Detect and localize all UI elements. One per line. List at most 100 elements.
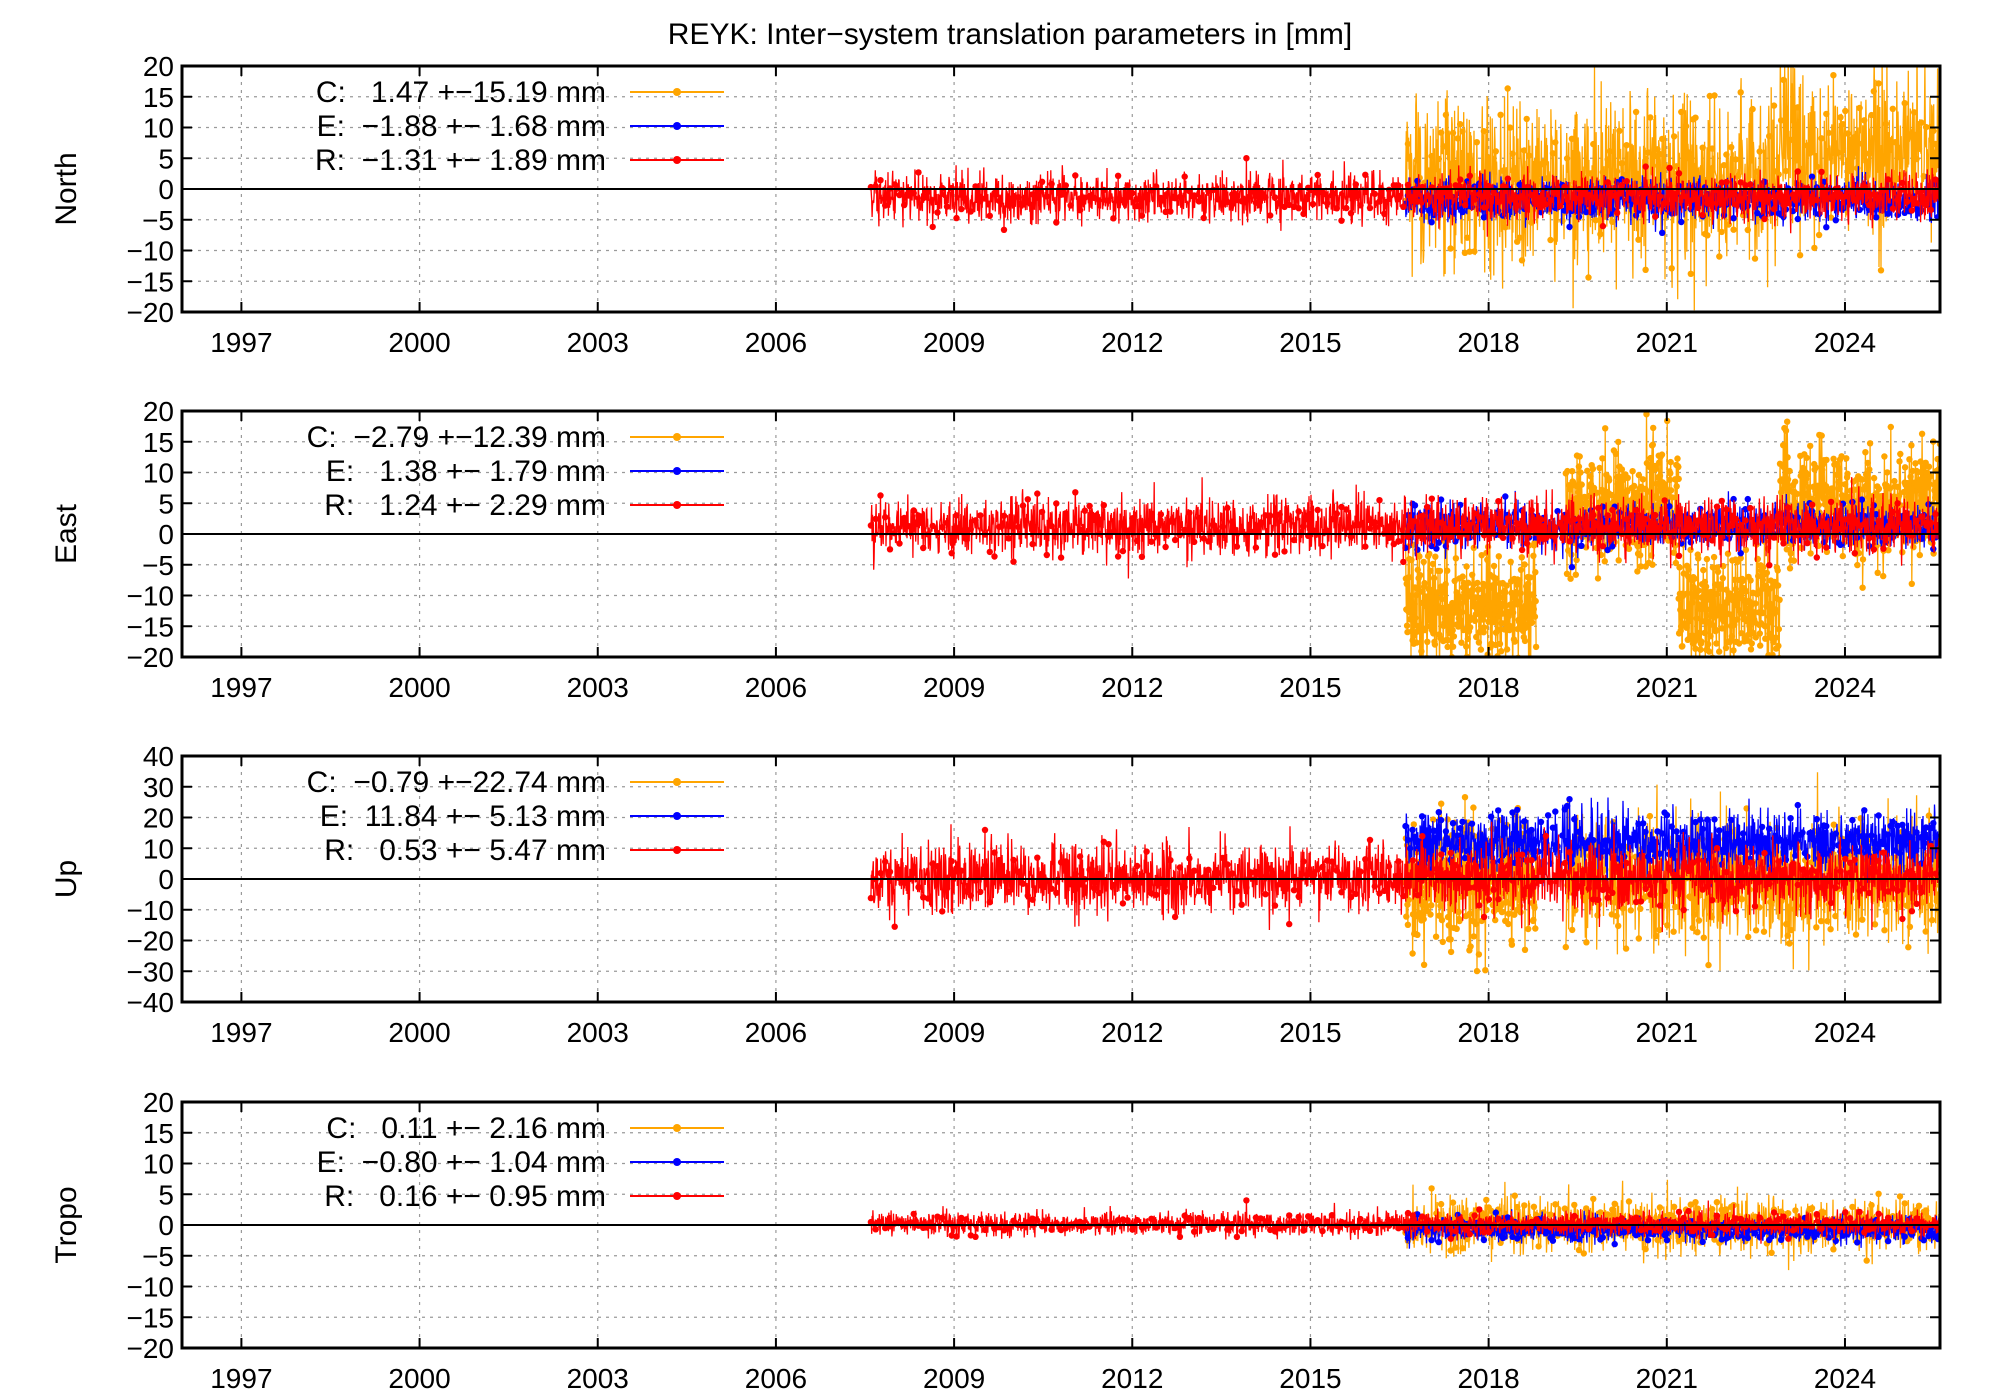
data-point-R [1286, 515, 1293, 523]
data-point-C [1877, 267, 1885, 274]
data-point-R [1490, 886, 1497, 893]
data-point-R [1818, 1225, 1825, 1232]
data-point-C [1922, 1207, 1930, 1214]
data-point-R [1561, 515, 1569, 522]
data-point-C [1851, 486, 1858, 493]
data-point-E [1566, 796, 1573, 803]
data-point-R [1794, 881, 1802, 888]
data-point-E [1794, 215, 1802, 223]
data-point-R [1732, 908, 1740, 915]
data-point-C [1764, 670, 1770, 676]
data-point-R [1214, 196, 1222, 203]
data-point-C [1599, 169, 1607, 176]
data-point-R [1062, 858, 1070, 865]
data-point-E [1599, 848, 1607, 855]
data-point-R [1328, 1212, 1336, 1219]
data-point-C [1670, 549, 1678, 556]
data-point-C [1540, 158, 1547, 166]
data-point-R [1875, 1210, 1882, 1218]
data-point-C [1743, 805, 1750, 812]
data-point-R [1019, 502, 1027, 509]
data-point-R [1452, 526, 1459, 533]
data-point-E [1678, 218, 1685, 226]
data-point-C [1916, 476, 1923, 483]
data-point-C [1858, 140, 1866, 147]
data-point-E [1552, 808, 1559, 815]
data-point-R [1176, 193, 1184, 201]
data-point-R [1376, 497, 1383, 504]
data-point-R [872, 1226, 879, 1233]
data-point-C [1650, 424, 1657, 432]
data-point-C [1461, 249, 1469, 256]
data-point-C [1761, 622, 1769, 630]
data-point-C [1531, 539, 1538, 547]
data-point-R [1514, 520, 1521, 527]
data-point-C [1644, 149, 1652, 156]
data-point-C [1525, 925, 1532, 933]
data-point-R [1067, 202, 1074, 209]
data-point-C [1489, 599, 1497, 607]
data-point-E [1858, 833, 1866, 840]
data-point-C [1905, 480, 1913, 487]
data-point-R [1690, 195, 1697, 203]
data-point-C [1766, 619, 1774, 626]
data-point-R [877, 492, 884, 499]
data-point-R [1419, 833, 1426, 840]
data-point-R [1908, 207, 1916, 214]
data-point-R [1580, 867, 1588, 874]
data-point-C [1608, 911, 1616, 918]
data-point-R [1856, 1208, 1863, 1216]
data-point-R [1133, 862, 1141, 870]
data-point-R [1595, 1217, 1602, 1224]
data-point-R [1295, 508, 1302, 515]
data-point-C [1813, 496, 1820, 503]
data-point-R [1205, 866, 1212, 873]
data-point-R [1176, 1233, 1184, 1241]
data-point-C [1516, 577, 1523, 584]
data-point-E [1457, 825, 1464, 832]
data-point-R [872, 515, 879, 523]
y-tick-label: −15 [127, 266, 175, 297]
data-point-R [1072, 870, 1079, 878]
y-tick-label: 10 [143, 1149, 174, 1180]
data-point-R [1642, 163, 1649, 170]
y-tick-label: 30 [143, 772, 174, 803]
data-point-C [1499, 610, 1506, 617]
data-point-R [1861, 885, 1868, 892]
data-point-R [1143, 522, 1150, 529]
data-point-R [1542, 534, 1550, 542]
data-point-R [1333, 510, 1341, 517]
data-point-C [1447, 245, 1454, 252]
data-point-C [1735, 172, 1742, 179]
data-point-E [1537, 818, 1545, 826]
data-point-C [1433, 165, 1440, 173]
data-point-R [1894, 500, 1901, 507]
y-axis-label: Up [50, 860, 83, 898]
data-point-C [1635, 236, 1642, 243]
data-point-R [1542, 201, 1550, 208]
data-point-R [1875, 518, 1882, 525]
data-point-E [1618, 176, 1626, 183]
data-point-C [1704, 232, 1711, 239]
data-point-R [953, 1233, 960, 1240]
data-point-C [1839, 121, 1847, 128]
data-point-E [1521, 818, 1528, 825]
data-point-R [929, 223, 936, 231]
data-point-R [1452, 862, 1459, 869]
data-point-C [1827, 214, 1835, 221]
data-point-C [1575, 177, 1583, 185]
data-point-C [1658, 451, 1666, 458]
data-point-C [1507, 558, 1514, 565]
data-point-R [958, 205, 965, 213]
data-point-C [1875, 485, 1883, 492]
data-point-C [1406, 616, 1414, 623]
data-point-C [1927, 902, 1934, 909]
data-point-C [1772, 606, 1779, 613]
data-point-R [1509, 535, 1516, 542]
data-point-C [1670, 1203, 1678, 1211]
data-point-R [1181, 173, 1188, 180]
data-point-C [1706, 648, 1713, 655]
data-point-C [1747, 646, 1755, 653]
data-point-R [1447, 193, 1455, 200]
data-point-C [1793, 490, 1801, 498]
